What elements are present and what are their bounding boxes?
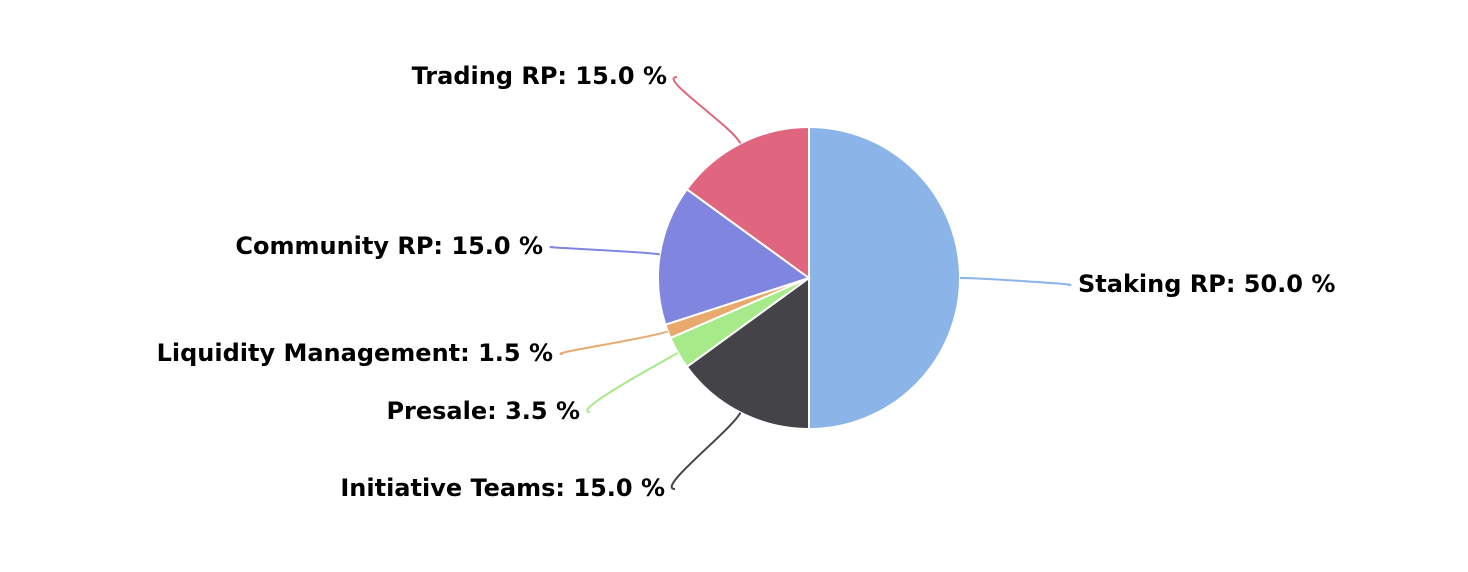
connector [670,412,742,490]
data-label: Initiative Teams: 15.0 % [340,474,665,502]
data-label: Liquidity Management: 1.5 % [157,339,553,367]
connector [586,351,679,413]
data-label: Community RP: 15.0 % [235,232,543,260]
pie-slice [808,125,961,431]
connector [959,277,1072,286]
connector [559,330,669,355]
data-label: Staking RP: 50.0 % [1078,270,1335,298]
data-label: Trading RP: 15.0 % [412,62,667,90]
data-label: Presale: 3.5 % [386,397,580,425]
connector [672,76,742,144]
connector [549,246,661,256]
